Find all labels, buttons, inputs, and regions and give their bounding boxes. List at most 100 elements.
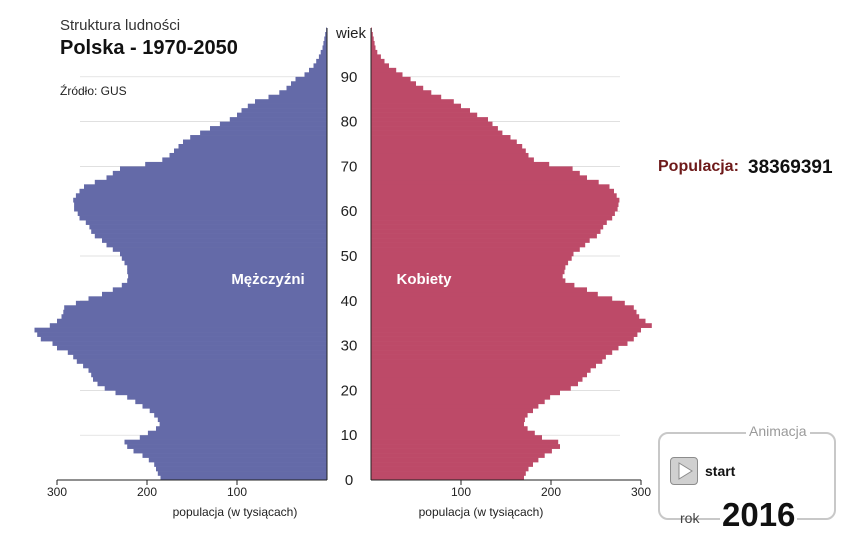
female-bar	[371, 282, 575, 288]
female-bar	[371, 439, 559, 445]
male-bar	[76, 359, 327, 364]
male-bar	[324, 36, 327, 42]
male-bar	[61, 314, 327, 320]
y-tick-label: 0	[345, 472, 353, 489]
male-bar	[148, 457, 327, 463]
female-bar	[371, 202, 619, 208]
female-bar	[371, 45, 376, 51]
play-button[interactable]	[670, 457, 698, 485]
female-bar	[371, 179, 599, 185]
female-bar	[371, 318, 646, 324]
female-bar	[371, 462, 533, 467]
male-bar	[127, 394, 327, 400]
y-tick-label: 50	[341, 248, 358, 265]
series-label-female: Kobiety	[396, 271, 452, 288]
year-label: rok	[680, 510, 700, 526]
male-bar	[325, 32, 327, 37]
male-bar	[124, 439, 327, 445]
male-bar	[229, 117, 327, 122]
female-bar	[371, 139, 517, 145]
axes: 0 10 20 30 40 50 60 70 80 90 300 200 100 100 200 300	[47, 28, 651, 499]
x-tick-label-left: 200	[137, 485, 157, 499]
female-bar	[371, 224, 604, 230]
male-bar	[320, 49, 327, 55]
female-bar	[371, 430, 535, 436]
male-bar	[73, 354, 327, 360]
male-bar	[295, 76, 327, 82]
male-bar	[94, 179, 327, 185]
male-bar	[102, 291, 327, 297]
male-bar	[159, 421, 327, 427]
x-tick-label-right: 200	[541, 485, 561, 499]
male-bar	[57, 318, 327, 324]
male-bar	[112, 247, 327, 252]
male-bar	[156, 466, 327, 472]
female-bar	[371, 233, 597, 239]
male-bar	[268, 94, 327, 100]
year-value: 2016	[720, 496, 798, 534]
female-bar	[371, 85, 424, 91]
female-bar	[371, 341, 628, 346]
female-bar	[371, 54, 381, 60]
female-bar	[371, 130, 503, 136]
female-bar	[371, 453, 545, 458]
female-bar	[371, 103, 461, 109]
male-bar	[154, 412, 327, 418]
male-bar	[127, 269, 327, 275]
female-bar	[371, 215, 613, 221]
male-bar	[75, 193, 328, 199]
play-icon	[678, 462, 693, 480]
female-bar	[371, 260, 569, 266]
x-tick-label-right: 300	[631, 485, 651, 499]
male-bar	[145, 161, 327, 167]
male-bar	[85, 220, 327, 225]
female-bar	[371, 161, 550, 167]
x-tick-label-left: 300	[47, 485, 67, 499]
y-tick-label: 40	[341, 293, 358, 310]
male-bar	[241, 108, 327, 113]
female-bar	[371, 363, 596, 369]
female-bar	[371, 238, 590, 243]
female-bar	[371, 40, 375, 46]
female-bar	[371, 58, 385, 64]
male-bar	[83, 363, 327, 369]
male-bar	[304, 72, 327, 78]
male-bar	[279, 90, 327, 96]
female-bar	[371, 350, 613, 355]
female-bar	[371, 309, 637, 315]
male-bar	[37, 332, 327, 337]
x-tick-label-right: 100	[451, 485, 471, 499]
male-bar	[316, 58, 327, 64]
female-bar	[371, 76, 411, 82]
male-bar	[52, 341, 327, 346]
male-bar	[127, 278, 327, 284]
male-bar	[121, 256, 327, 261]
female-bar	[371, 63, 389, 69]
male-bar	[149, 408, 327, 414]
male-bar	[128, 273, 327, 279]
female-bar	[371, 273, 563, 279]
female-bar	[371, 242, 586, 248]
start-label[interactable]: start	[705, 463, 736, 479]
male-bar	[156, 426, 327, 432]
female-bar	[371, 399, 545, 405]
x-tick-label-left: 100	[227, 485, 247, 499]
male-bar	[57, 345, 327, 351]
male-bar	[323, 40, 327, 46]
male-bar	[49, 323, 328, 328]
female-bar	[371, 193, 617, 199]
female-bar	[371, 117, 488, 122]
female-bar	[371, 148, 526, 154]
population-value: 38369391	[748, 157, 833, 178]
female-bar	[371, 327, 641, 333]
male-bar	[154, 462, 327, 467]
female-bar	[371, 336, 634, 342]
female-bar	[371, 269, 565, 275]
male-bar	[174, 148, 327, 154]
female-bar	[371, 435, 542, 440]
male-bar	[104, 385, 327, 391]
male-bar	[255, 99, 327, 104]
female-bar	[371, 126, 498, 131]
female-bar	[371, 466, 529, 472]
female-bar	[371, 49, 378, 55]
